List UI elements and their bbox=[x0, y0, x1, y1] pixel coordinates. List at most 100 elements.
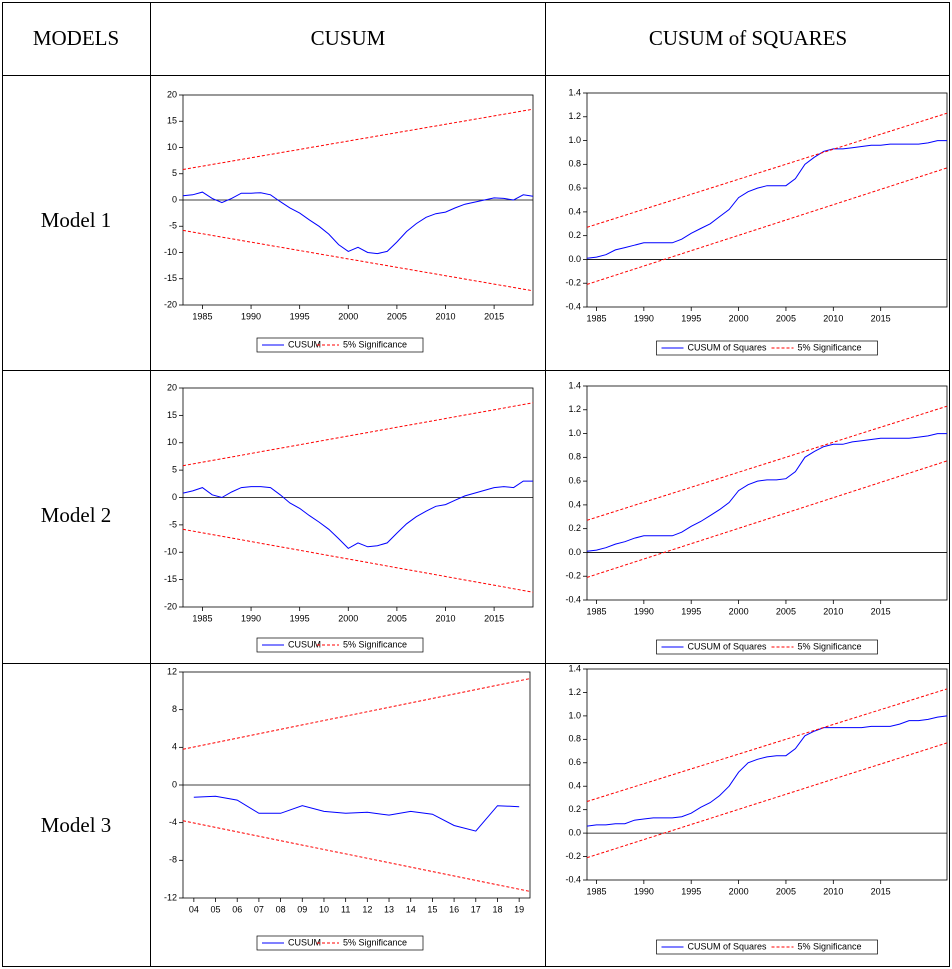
series-line bbox=[587, 406, 947, 520]
y-tick-label: -15 bbox=[164, 273, 177, 283]
x-tick-label: 13 bbox=[384, 904, 394, 914]
y-tick-label: 0.8 bbox=[568, 734, 581, 744]
header-cell: CUSUM of SQUARES bbox=[649, 26, 847, 50]
x-tick-label: 08 bbox=[276, 904, 286, 914]
y-tick-label: 1.4 bbox=[568, 380, 581, 390]
series-line bbox=[183, 403, 533, 466]
y-tick-label: 0.6 bbox=[568, 182, 581, 192]
x-tick-label: 2010 bbox=[823, 886, 843, 896]
x-tick-label: 06 bbox=[232, 904, 242, 914]
x-tick-label: 19 bbox=[514, 904, 524, 914]
y-tick-label: 1.0 bbox=[568, 428, 581, 438]
x-tick-label: 1985 bbox=[586, 313, 606, 323]
x-tick-label: 11 bbox=[341, 904, 350, 914]
x-tick-label: 1995 bbox=[681, 606, 701, 616]
y-tick-label: 1.2 bbox=[568, 687, 581, 697]
series-line bbox=[183, 192, 533, 254]
y-tick-label: 5 bbox=[172, 465, 177, 475]
legend-label: 5% Significance bbox=[798, 941, 862, 951]
x-tick-label: 1995 bbox=[681, 886, 701, 896]
y-tick-label: -10 bbox=[164, 547, 177, 557]
x-tick-label: 2015 bbox=[871, 606, 891, 616]
x-tick-label: 18 bbox=[492, 904, 502, 914]
header-cell: CUSUM bbox=[311, 26, 386, 50]
y-tick-label: 0.4 bbox=[568, 206, 581, 216]
y-tick-label: 4 bbox=[172, 742, 177, 752]
y-tick-label: -0.4 bbox=[565, 874, 581, 884]
x-tick-label: 09 bbox=[297, 904, 307, 914]
series-line bbox=[587, 434, 947, 552]
legend-label: 5% Significance bbox=[343, 937, 407, 947]
y-tick-label: 15 bbox=[167, 116, 177, 126]
y-tick-label: -10 bbox=[164, 247, 177, 257]
legend-label: CUSUM bbox=[288, 639, 321, 649]
y-tick-label: 1.2 bbox=[568, 404, 581, 414]
x-tick-label: 2015 bbox=[871, 886, 891, 896]
legend-label: CUSUM of Squares bbox=[688, 641, 768, 651]
y-tick-label: 0.6 bbox=[568, 475, 581, 485]
series-line bbox=[587, 141, 947, 259]
y-tick-label: 8 bbox=[172, 704, 177, 714]
x-tick-label: 2005 bbox=[387, 613, 407, 623]
x-tick-label: 12 bbox=[362, 904, 372, 914]
x-tick-label: 2005 bbox=[776, 313, 796, 323]
x-tick-label: 14 bbox=[406, 904, 416, 914]
legend-label: 5% Significance bbox=[798, 342, 862, 352]
x-tick-label: 2005 bbox=[776, 606, 796, 616]
x-tick-label: 1990 bbox=[634, 886, 654, 896]
series-line bbox=[183, 679, 530, 750]
x-tick-label: 2010 bbox=[435, 311, 455, 321]
x-tick-label: 2000 bbox=[338, 311, 358, 321]
y-tick-label: 0 bbox=[172, 492, 177, 502]
x-tick-label: 2015 bbox=[484, 613, 504, 623]
y-tick-label: -20 bbox=[164, 601, 177, 611]
y-tick-label: -0.4 bbox=[565, 301, 581, 311]
x-tick-label: 05 bbox=[211, 904, 221, 914]
y-tick-label: 0.4 bbox=[568, 781, 581, 791]
y-tick-label: 10 bbox=[167, 437, 177, 447]
x-tick-label: 1995 bbox=[681, 313, 701, 323]
x-tick-label: 15 bbox=[427, 904, 437, 914]
y-tick-label: 1.0 bbox=[568, 135, 581, 145]
x-tick-label: 1995 bbox=[290, 613, 310, 623]
y-tick-label: 1.0 bbox=[568, 710, 581, 720]
y-tick-label: 1.4 bbox=[568, 87, 581, 97]
series-line bbox=[587, 689, 947, 802]
x-tick-label: 1990 bbox=[241, 613, 261, 623]
y-tick-label: 0.2 bbox=[568, 523, 581, 533]
x-tick-label: 2000 bbox=[338, 613, 358, 623]
y-tick-label: 0.0 bbox=[568, 547, 581, 557]
x-tick-label: 1990 bbox=[241, 311, 261, 321]
table-border bbox=[3, 3, 950, 967]
series-line-lower bbox=[183, 821, 530, 892]
legend-label: 5% Significance bbox=[343, 639, 407, 649]
plot-frame bbox=[587, 386, 947, 600]
y-tick-label: 1.4 bbox=[568, 663, 581, 673]
y-tick-label: 15 bbox=[167, 410, 177, 420]
table-grid bbox=[2, 2, 950, 967]
x-tick-label: 2010 bbox=[823, 313, 843, 323]
x-tick-label: 04 bbox=[189, 904, 199, 914]
y-tick-label: 20 bbox=[167, 382, 177, 392]
series-line-lower bbox=[587, 461, 947, 578]
x-tick-label: 1990 bbox=[634, 313, 654, 323]
y-tick-label: 5 bbox=[172, 168, 177, 178]
series-line bbox=[183, 481, 533, 548]
row-label: Model 3 bbox=[41, 813, 112, 837]
legend: CUSUM 5% Significance bbox=[257, 638, 423, 652]
x-tick-label: 1985 bbox=[586, 886, 606, 896]
y-tick-label: 10 bbox=[167, 142, 177, 152]
header-cell: MODELS bbox=[33, 26, 119, 50]
y-tick-label: 0.6 bbox=[568, 757, 581, 767]
y-tick-label: -8 bbox=[169, 855, 177, 865]
x-tick-label: 2000 bbox=[729, 313, 749, 323]
series-line bbox=[194, 796, 519, 831]
y-tick-label: -12 bbox=[164, 892, 177, 902]
y-tick-label: -4 bbox=[169, 817, 177, 827]
y-tick-label: 0 bbox=[172, 779, 177, 789]
x-tick-label: 2015 bbox=[484, 311, 504, 321]
